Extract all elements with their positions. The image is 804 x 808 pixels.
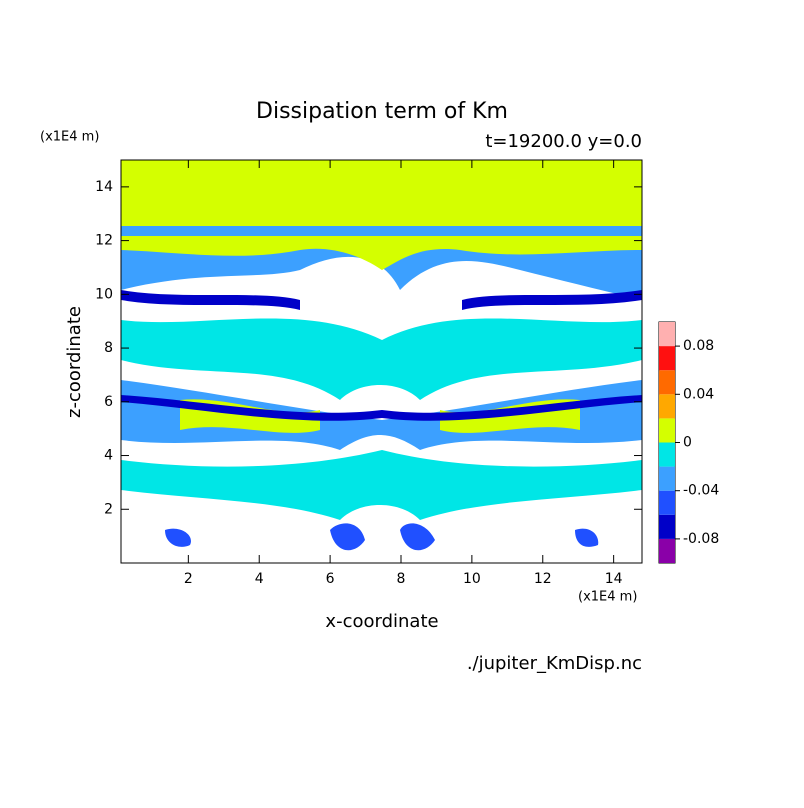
contour-field (121, 160, 642, 551)
x-tick-label: 6 (326, 571, 335, 587)
colorbar-bin (659, 322, 675, 347)
y-tick-label: 6 (104, 394, 113, 410)
colorbar-bin (659, 514, 675, 539)
colorbar-bin (659, 538, 675, 563)
x-tick-label: 4 (255, 571, 264, 587)
y-unit: (x1E4 m) (40, 130, 99, 145)
plot-frame (120, 159, 643, 564)
colorbar-bin (659, 346, 675, 371)
x-axis-label: x-coordinate (325, 611, 438, 632)
y-axis-label: z-coordinate (64, 306, 85, 418)
colorbar-tick-label: 0.08 (683, 338, 714, 354)
y-tick-label: 2 (104, 501, 113, 517)
chart-subtitle: t=19200.0 y=0.0 (485, 131, 642, 152)
colorbar-bin (659, 442, 675, 467)
colorbar-bin (659, 418, 675, 443)
x-unit: (x1E4 m) (578, 590, 637, 605)
x-tick-label: 2 (184, 571, 193, 587)
y-tick-label: 10 (95, 286, 113, 302)
colorbar-tick-label: -0.04 (683, 483, 719, 499)
y-tick-label: 4 (104, 448, 113, 464)
x-tick-label: 10 (463, 571, 481, 587)
colorbar-bin (659, 466, 675, 491)
y-tick-label: 14 (95, 179, 113, 195)
y-tick-label: 12 (95, 233, 113, 249)
colorbar-tick-label: 0.04 (683, 386, 714, 402)
chart-title: Dissipation term of Km (256, 99, 508, 124)
x-tick-label: 14 (605, 571, 623, 587)
colorbar-bin (659, 394, 675, 419)
colorbar-bin (659, 490, 675, 515)
colorbar-bin (659, 370, 675, 395)
x-tick-label: 8 (397, 571, 406, 587)
colorbar-tick-label: -0.08 (683, 531, 719, 547)
x-tick-label: 12 (534, 571, 552, 587)
colorbar-tick-label: 0 (683, 435, 692, 451)
y-tick-label: 8 (104, 340, 113, 356)
source-file: ./jupiter_KmDisp.nc (467, 653, 642, 674)
